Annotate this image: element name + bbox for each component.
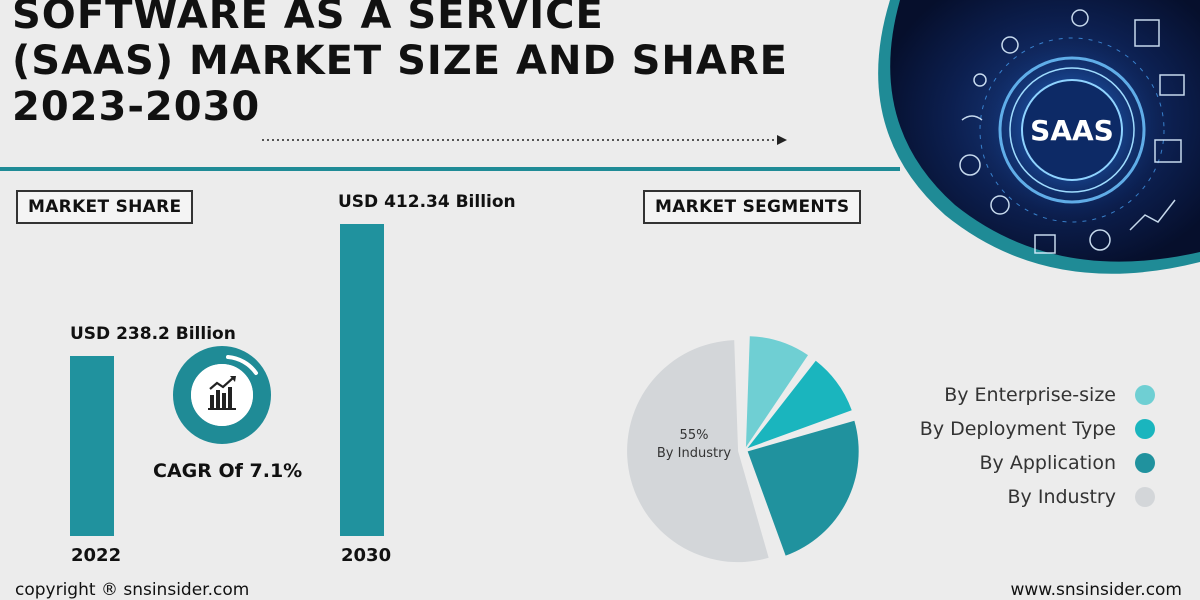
pie-slice-by-deployment-type — [747, 360, 852, 449]
market-segments-badge: MARKET SEGMENTS — [643, 190, 862, 224]
bar-2022 — [70, 355, 114, 536]
growth-chart-icon — [208, 376, 236, 410]
cagr-text: CAGR Of 7.1% — [153, 460, 303, 482]
legend-item-by-application: By Application — [979, 452, 1116, 474]
legend-item-by-deployment-type: By Deployment Type — [919, 418, 1116, 440]
title-line-1: SOFTWARE AS A SERVICE — [12, 0, 604, 38]
header-divider — [0, 167, 900, 171]
copyright-text: copyright ® snsinsider.com — [15, 580, 250, 600]
legend-swatch-by-application — [1135, 453, 1155, 473]
pie-slice-by-industry — [627, 340, 769, 563]
market-share-badge: MARKET SHARE — [16, 190, 194, 224]
cagr-ring — [173, 346, 271, 444]
pie-label-name: By Industry — [657, 446, 732, 461]
pie-slice-by-application — [747, 420, 859, 556]
page-title: SOFTWARE AS A SERVICE (SAAS) MARKET SIZE… — [12, 0, 852, 130]
legend-swatch-by-industry — [1135, 487, 1155, 507]
bar-2030 — [340, 224, 384, 536]
legend-item-by-enterprise-size: By Enterprise-size — [944, 384, 1116, 406]
saas-tech-illustration: SAAS — [878, 0, 1200, 274]
legend-swatch-by-enterprise-size — [1135, 385, 1155, 405]
x-tick-label-2030: 2030 — [341, 545, 392, 566]
pie-label-value: 55% — [680, 428, 709, 443]
legend-item-by-industry: By Industry — [1007, 486, 1116, 508]
x-tick-label-2022: 2022 — [71, 545, 122, 566]
dotted-arrow-icon — [262, 135, 787, 145]
market-segments-pie-chart: 55% By Industry — [627, 336, 859, 563]
title-line-3: 2023-2030 — [12, 84, 261, 130]
bar-value-label-2022: USD 238.2 Billion — [70, 323, 236, 344]
website-link[interactable]: www.snsinsider.com — [1010, 580, 1182, 600]
bar-value-label-2030: USD 412.34 Billion — [338, 192, 516, 212]
pie-slice-by-enterprise-size — [745, 336, 808, 448]
saas-badge-text: SAAS — [1030, 114, 1114, 147]
title-line-2: (SAAS) MARKET SIZE AND SHARE — [12, 38, 788, 84]
legend-swatch-by-deployment-type — [1135, 419, 1155, 439]
